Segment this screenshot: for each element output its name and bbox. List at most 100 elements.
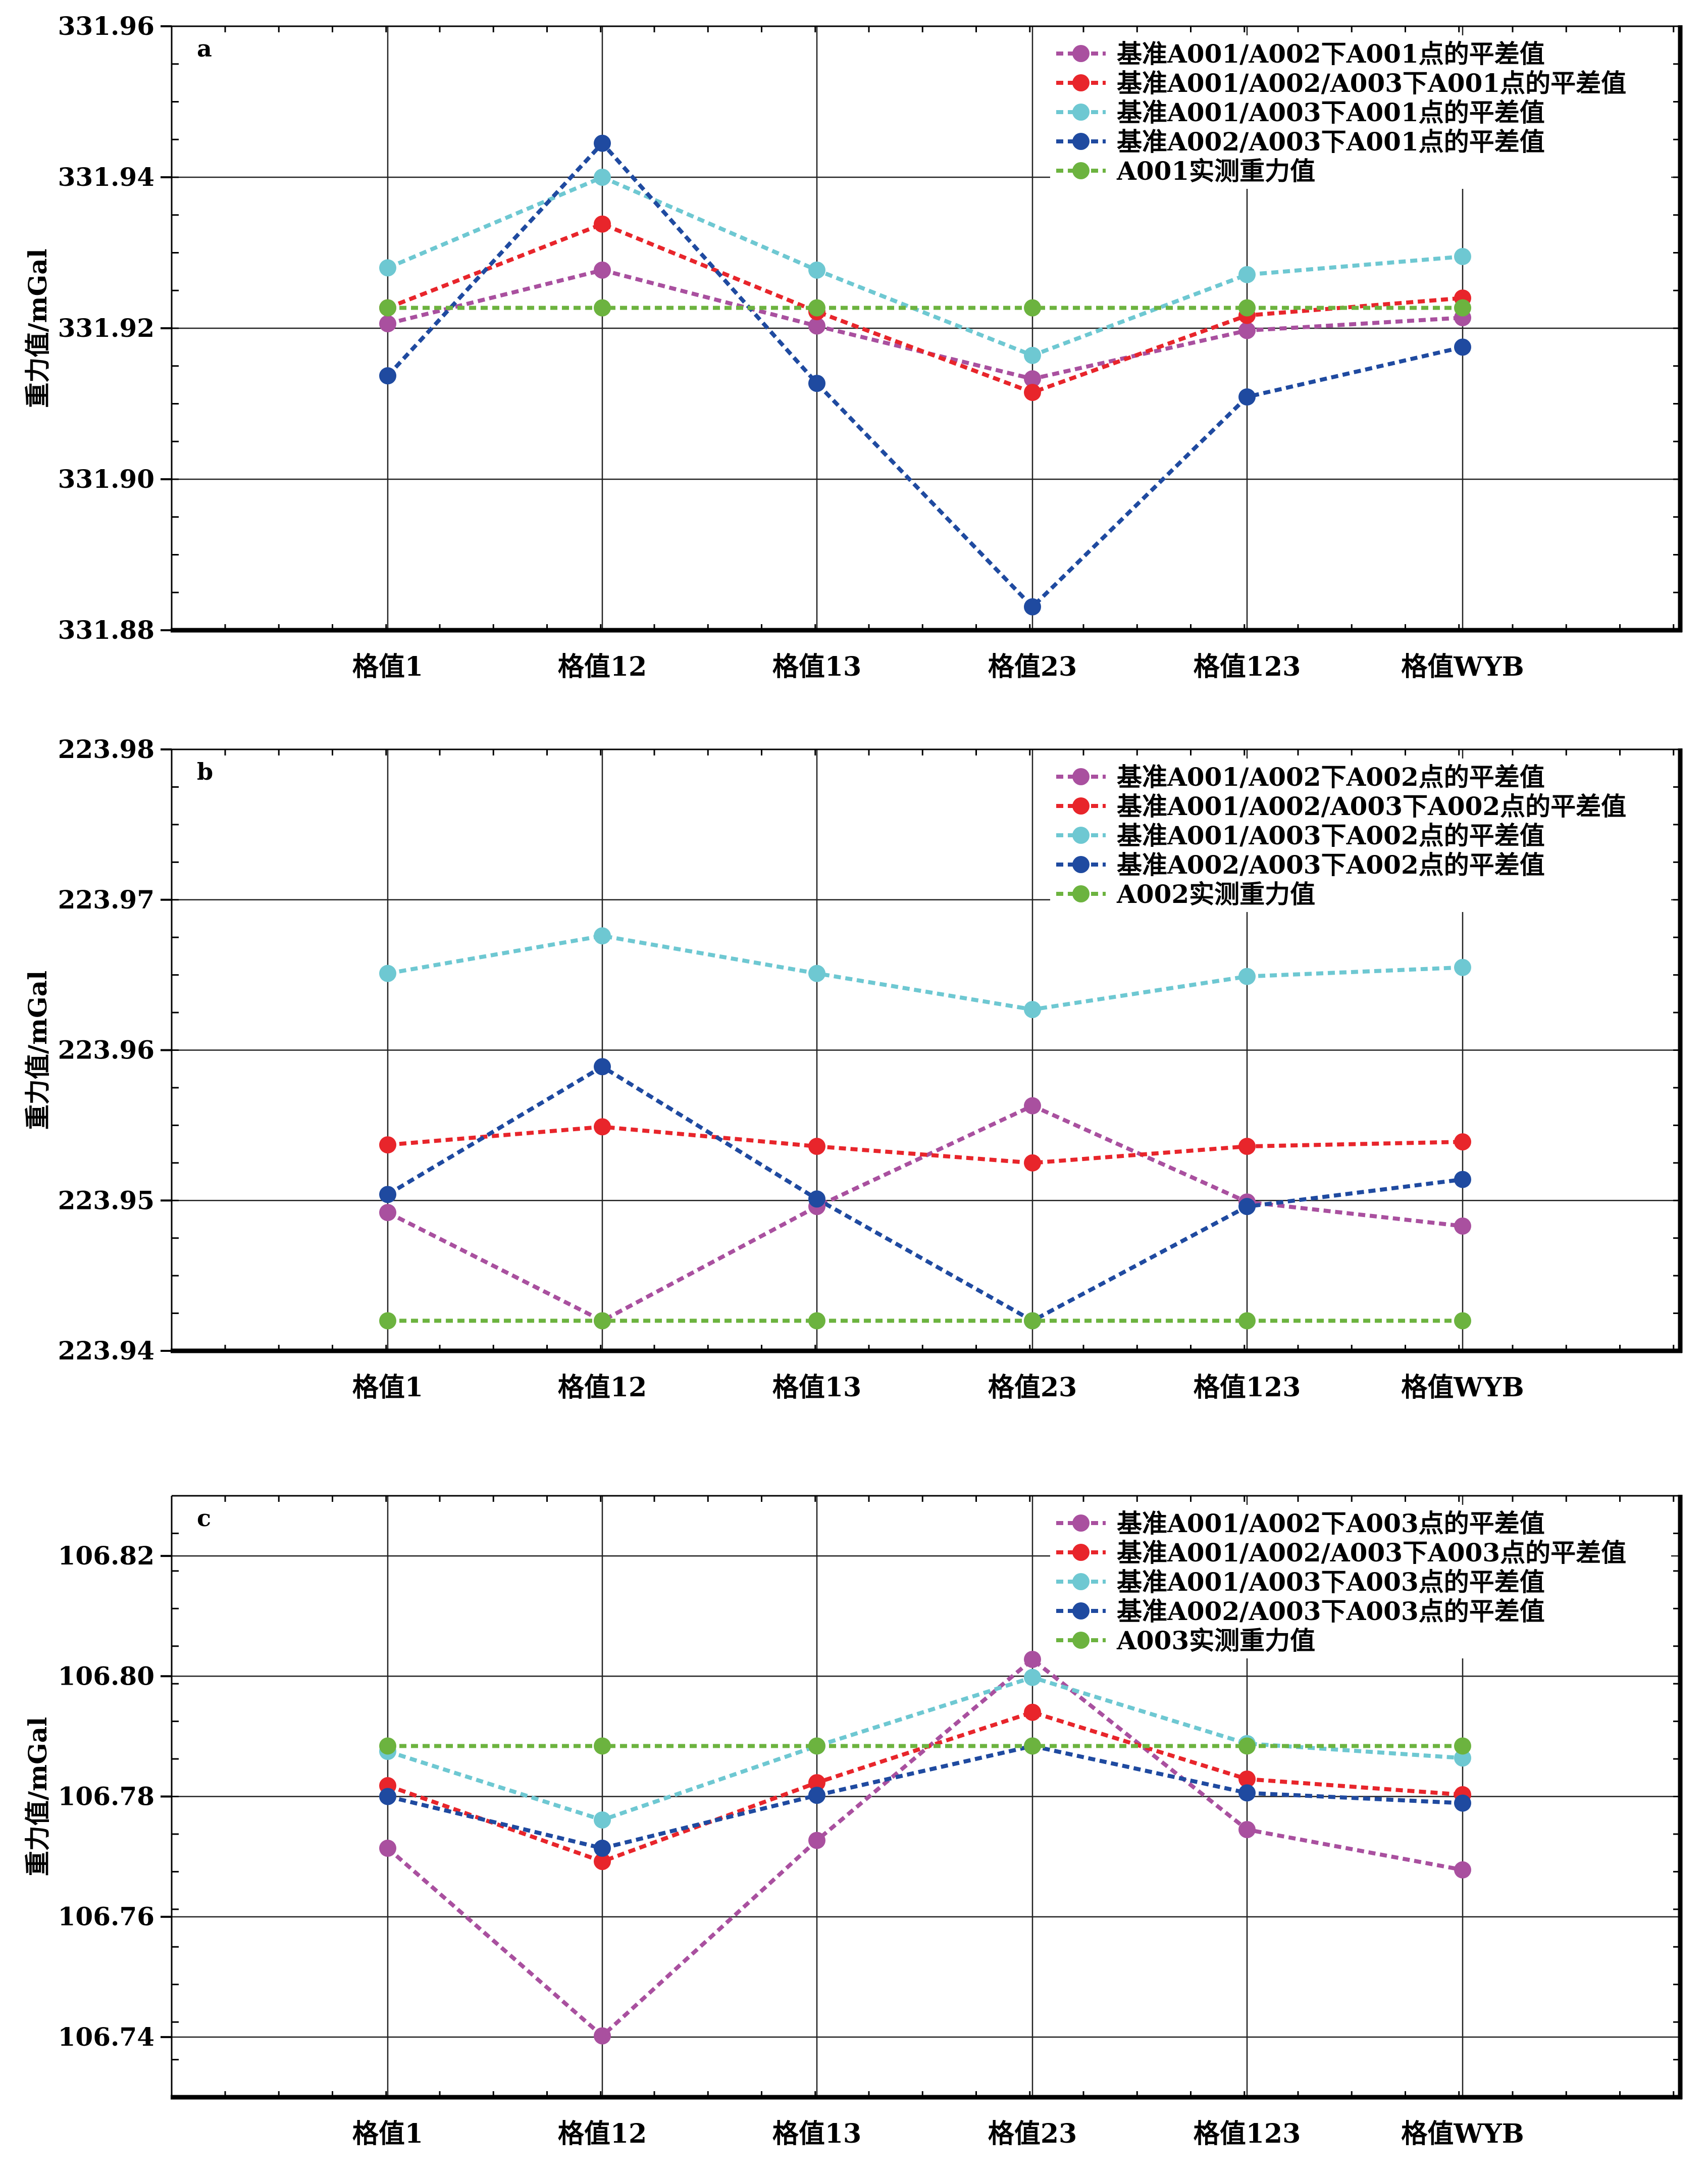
data-point — [1454, 958, 1471, 976]
y-tick-label: 106.78 — [58, 1782, 154, 1811]
series-line-4 — [387, 1744, 1463, 1851]
y-axis-label: 重力值/mGal — [23, 971, 53, 1130]
legend-swatch-marker — [1072, 133, 1090, 150]
y-tick-label: 106.82 — [58, 1541, 154, 1571]
data-point — [379, 1204, 396, 1222]
data-point — [1024, 598, 1041, 616]
data-point — [379, 259, 396, 277]
series-line-3 — [387, 175, 1463, 358]
panel-letter: c — [197, 1504, 211, 1532]
data-point — [379, 1839, 396, 1857]
y-tick-label: 331.94 — [58, 162, 154, 192]
legend-swatch-marker — [1072, 797, 1090, 815]
x-tick-label: 格值23 — [988, 651, 1077, 682]
legend-entry: A003实测重力值 — [1116, 1626, 1315, 1655]
panel-letter: b — [197, 758, 213, 785]
legend-entry: 基准A001/A002/A003下A001点的平差值 — [1117, 68, 1626, 98]
x-tick-label: 格值13 — [772, 2118, 861, 2149]
data-point — [1024, 1097, 1041, 1115]
data-point — [594, 169, 611, 186]
data-point — [379, 315, 396, 333]
data-point — [1238, 388, 1256, 406]
chart-panel-a: 基准A001/A002下A001点的平差值基准A001/A002/A003下A0… — [23, 11, 1683, 682]
series-line-1 — [387, 268, 1463, 381]
x-tick-label: 格值123 — [1194, 2118, 1301, 2149]
y-tick-label: 223.97 — [58, 885, 154, 915]
y-tick-label: 331.88 — [58, 615, 154, 645]
data-point — [808, 1787, 825, 1804]
data-point — [1024, 1312, 1041, 1330]
x-tick-label: 格值12 — [558, 1372, 647, 1403]
data-point — [1024, 1668, 1041, 1686]
y-tick-label: 331.96 — [58, 11, 154, 41]
data-point — [808, 299, 825, 317]
data-point — [379, 1136, 396, 1154]
legend-swatch-marker — [1072, 1514, 1090, 1532]
legend-entry: 基准A002/A003下A003点的平差值 — [1117, 1596, 1545, 1626]
y-tick-label: 223.94 — [58, 1336, 154, 1365]
data-point — [594, 261, 611, 279]
series-line-3 — [387, 934, 1463, 1012]
data-point — [1454, 1749, 1471, 1767]
data-point — [1454, 1861, 1471, 1879]
data-point — [594, 1853, 611, 1870]
data-point — [1238, 1198, 1256, 1216]
data-point — [594, 1058, 611, 1076]
data-point — [1024, 384, 1041, 401]
data-point — [808, 1737, 825, 1755]
data-point — [594, 1737, 611, 1755]
data-point — [594, 2027, 611, 2045]
x-tick-label: 格值23 — [988, 1372, 1077, 1403]
data-point — [1454, 1133, 1471, 1151]
legend-swatch-marker — [1072, 827, 1090, 844]
data-point — [594, 215, 611, 233]
series-line-3 — [387, 1675, 1463, 1823]
data-point — [1454, 299, 1471, 317]
data-point — [1238, 299, 1256, 317]
chart-panel-b: 基准A001/A002下A002点的平差值基准A001/A002/A003下A0… — [23, 734, 1683, 1403]
data-point — [594, 1839, 611, 1857]
legend-swatch-marker — [1072, 1632, 1090, 1649]
data-point — [1454, 1794, 1471, 1812]
x-tick-label: 格值13 — [772, 1372, 861, 1403]
data-point — [808, 261, 825, 279]
x-tick-label: 格值13 — [772, 651, 861, 682]
legend-entry: 基准A001/A002下A003点的平差值 — [1117, 1508, 1545, 1538]
data-point — [379, 367, 396, 385]
y-tick-label: 223.96 — [58, 1035, 154, 1065]
data-point — [1024, 1001, 1041, 1019]
legend-box — [1050, 758, 1671, 912]
legend-entry: 基准A001/A003下A001点的平差值 — [1117, 97, 1545, 127]
panel-letter: a — [197, 35, 212, 62]
x-tick-label: 格值12 — [558, 651, 647, 682]
legend-entry: 基准A001/A003下A003点的平差值 — [1117, 1567, 1545, 1597]
data-point — [1238, 1821, 1256, 1839]
legend-entry: 基准A002/A003下A001点的平差值 — [1117, 127, 1545, 157]
legend-swatch-marker — [1072, 162, 1090, 179]
legend-swatch-marker — [1072, 1602, 1090, 1620]
data-point — [1238, 1784, 1256, 1802]
data-point — [1238, 968, 1256, 985]
data-point — [1454, 338, 1471, 356]
data-point — [594, 1118, 611, 1136]
legend-swatch-marker — [1072, 104, 1090, 121]
data-point — [808, 1832, 825, 1849]
data-point — [1024, 370, 1041, 388]
legend-entry: 基准A001/A002/A003下A002点的平差值 — [1117, 791, 1626, 821]
series-line-4 — [386, 140, 1463, 610]
data-point — [379, 1788, 396, 1805]
data-point — [1454, 1312, 1471, 1330]
data-point — [1454, 1217, 1471, 1235]
data-point — [1238, 322, 1256, 339]
legend-swatch-marker — [1072, 1544, 1090, 1561]
data-point — [1238, 1770, 1256, 1788]
data-point — [594, 299, 611, 317]
data-point — [808, 1312, 825, 1330]
data-point — [1024, 1737, 1041, 1755]
data-point — [1024, 1154, 1041, 1172]
legend-entry: 基准A002/A003下A002点的平差值 — [1117, 850, 1545, 880]
y-tick-label: 223.98 — [58, 734, 154, 764]
y-axis-label: 重力值/mGal — [23, 1717, 53, 1876]
y-tick-label: 331.92 — [58, 313, 154, 343]
y-tick-label: 223.95 — [58, 1185, 154, 1215]
